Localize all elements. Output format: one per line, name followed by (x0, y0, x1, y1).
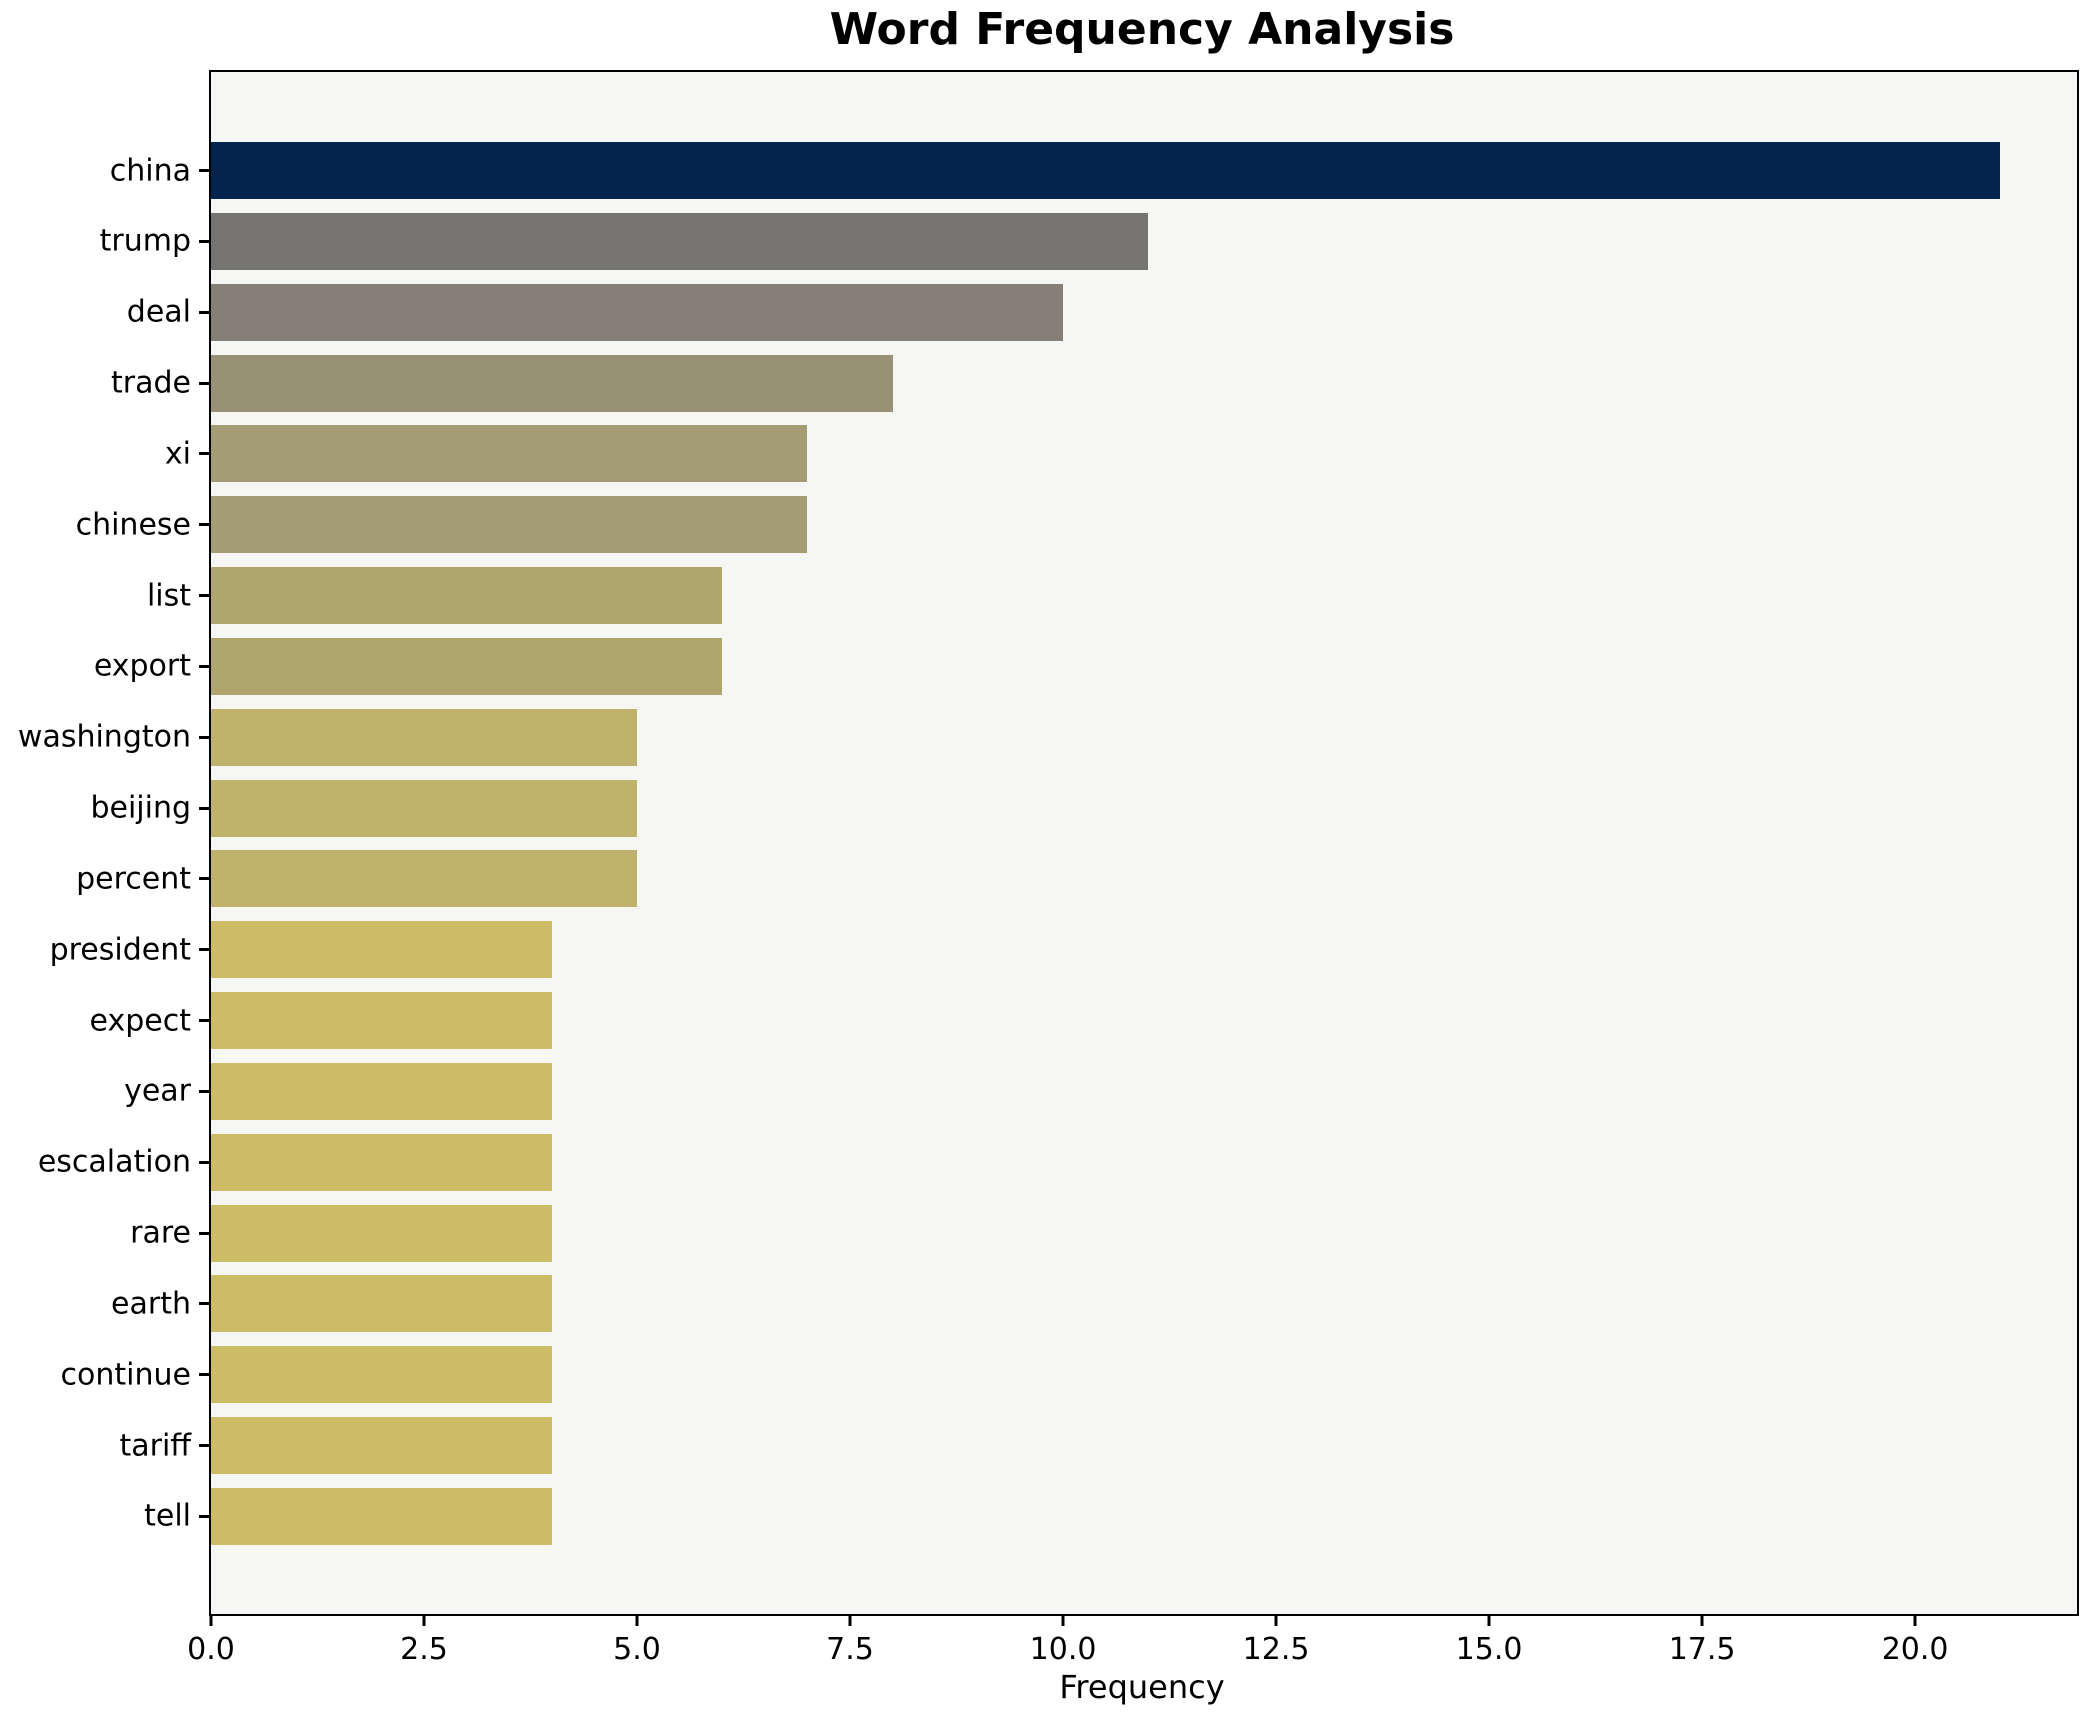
x-tick-label: 0.0 (187, 1632, 235, 1667)
y-tick-mark (199, 664, 211, 668)
x-tick-label: 17.5 (1668, 1632, 1736, 1667)
bar-escalation (211, 1133, 552, 1191)
x-tick-label: 2.5 (400, 1632, 448, 1667)
x-tick-mark (422, 1614, 426, 1626)
y-tick-mark (199, 1514, 211, 1518)
bar-tariff (211, 1417, 552, 1475)
y-tick-label-beijing: beijing (90, 790, 191, 826)
y-tick-label-rare: rare (130, 1215, 191, 1251)
y-tick-label-expect: expect (89, 1003, 191, 1039)
y-tick-label-washington: washington (17, 719, 191, 755)
bar-year (211, 1062, 552, 1120)
y-tick-mark (199, 1231, 211, 1235)
bar-washington (211, 708, 638, 766)
x-tick-label: 10.0 (1029, 1632, 1097, 1667)
x-tick-mark (1487, 1614, 1491, 1626)
y-tick-mark (199, 1089, 211, 1093)
y-tick-mark (199, 452, 211, 456)
bar-list (211, 567, 723, 625)
y-tick-label-export: export (93, 648, 191, 684)
y-tick-mark (199, 1160, 211, 1164)
y-tick-mark (199, 1019, 211, 1023)
y-tick-mark (199, 735, 211, 739)
y-tick-label-china: china (109, 153, 191, 188)
y-tick-label-trump: trump (99, 223, 191, 259)
y-tick-mark (199, 169, 211, 172)
plot-area: china trump deal trade xi chinese list export wa… (18, 70, 2079, 1667)
chart-title: Word Frequency Analysis (829, 4, 1455, 55)
y-tick-mark (199, 948, 211, 952)
y-tick-mark (199, 594, 211, 598)
y-tick-mark (199, 806, 211, 810)
x-tick-mark (1274, 1614, 1278, 1626)
x-tick-mark (1700, 1614, 1704, 1626)
bar-china (211, 142, 2001, 199)
x-tick-label: 7.5 (826, 1632, 874, 1667)
y-tick-mark (199, 1444, 211, 1448)
x-tick-mark (1913, 1614, 1917, 1626)
y-tick-mark (199, 239, 211, 243)
bar-rare (211, 1204, 552, 1262)
bar-trump (211, 212, 1149, 270)
y-tick-mark (199, 1373, 211, 1377)
y-tick-label-year: year (124, 1073, 191, 1109)
bar-beijing (211, 779, 638, 837)
bar-xi (211, 425, 808, 483)
x-axis-label: Frequency (1059, 1668, 1225, 1706)
y-tick-label-escalation: escalation (37, 1144, 191, 1180)
y-tick-label-president: president (49, 932, 191, 968)
x-tick-label: 20.0 (1881, 1632, 1949, 1667)
y-tick-mark (199, 310, 211, 314)
x-tick-mark (1061, 1614, 1065, 1626)
y-tick-label-list: list (146, 578, 191, 614)
y-tick-mark (199, 523, 211, 527)
bar-trade (211, 354, 893, 412)
bar-chinese (211, 496, 808, 554)
y-tick-label-earth: earth (111, 1286, 191, 1322)
bar-export (211, 637, 723, 695)
y-tick-label-tell: tell (144, 1498, 191, 1534)
y-tick-label-tariff: tariff (119, 1428, 191, 1464)
bar-percent (211, 850, 638, 908)
x-tick-mark (635, 1614, 639, 1626)
bar-continue (211, 1346, 552, 1404)
bar-president (211, 921, 552, 979)
y-tick-mark (199, 381, 211, 385)
x-tick-mark (848, 1614, 852, 1626)
x-tick-label: 12.5 (1242, 1632, 1310, 1667)
y-tick-label-xi: xi (164, 436, 191, 472)
x-tick-mark (209, 1614, 213, 1626)
y-tick-mark (199, 877, 211, 881)
y-tick-label-chinese: chinese (75, 507, 191, 543)
bar-tell (211, 1487, 552, 1545)
y-tick-label-percent: percent (76, 861, 191, 897)
y-tick-label-continue: continue (60, 1357, 191, 1393)
bar-expect (211, 992, 552, 1050)
bar-earth (211, 1275, 552, 1333)
x-tick-label: 15.0 (1455, 1632, 1523, 1667)
y-tick-mark (199, 1302, 211, 1306)
bar-deal (211, 283, 1064, 341)
y-tick-label-deal: deal (126, 294, 191, 330)
x-tick-label: 5.0 (613, 1632, 661, 1667)
y-tick-label-trade: trade (111, 365, 191, 401)
